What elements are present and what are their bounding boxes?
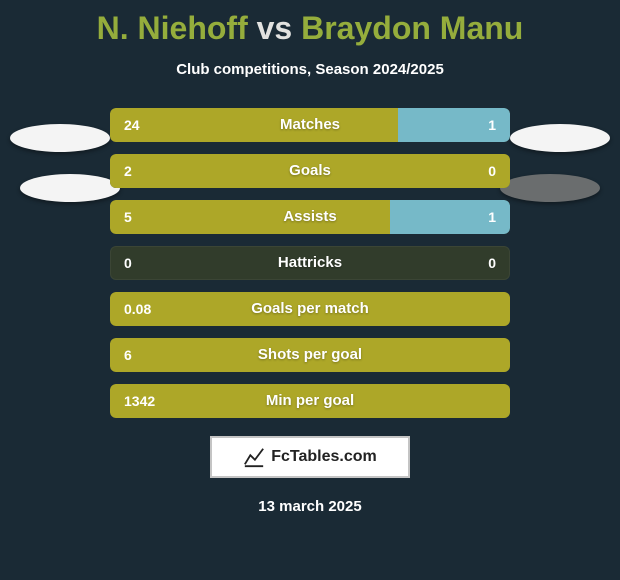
- stat-row: 241Matches: [110, 108, 510, 142]
- stat-row: 00Hattricks: [110, 246, 510, 280]
- player1-badge-2: [20, 174, 120, 202]
- player2-name: Braydon Manu: [301, 10, 523, 46]
- stat-label: Goals: [110, 154, 510, 188]
- stat-label: Min per goal: [110, 384, 510, 418]
- stat-row: 20Goals: [110, 154, 510, 188]
- stat-label: Goals per match: [110, 292, 510, 326]
- stat-row: 1342Min per goal: [110, 384, 510, 418]
- stats-chart: 241Matches 20Goals 51Assists 00Hattricks 0.0…: [110, 108, 510, 418]
- watermark-text: FcTables.com: [271, 448, 377, 466]
- player1-badge-1: [10, 124, 110, 152]
- player1-name: N. Niehoff: [97, 10, 248, 46]
- player2-badge-1: [510, 124, 610, 152]
- stat-row: 0.08Goals per match: [110, 292, 510, 326]
- player2-badge-2: [500, 174, 600, 202]
- stat-label: Shots per goal: [110, 338, 510, 372]
- stat-label: Assists: [110, 200, 510, 234]
- page-title: N. Niehoff vs Braydon Manu: [0, 0, 620, 47]
- vs-text: vs: [257, 10, 293, 46]
- stat-row: 51Assists: [110, 200, 510, 234]
- stat-label: Matches: [110, 108, 510, 142]
- date-label: 13 march 2025: [0, 498, 620, 515]
- watermark: FcTables.com: [210, 436, 410, 478]
- stat-row: 6Shots per goal: [110, 338, 510, 372]
- stat-label: Hattricks: [110, 246, 510, 280]
- chart-line-icon: [243, 446, 265, 468]
- subtitle: Club competitions, Season 2024/2025: [0, 61, 620, 78]
